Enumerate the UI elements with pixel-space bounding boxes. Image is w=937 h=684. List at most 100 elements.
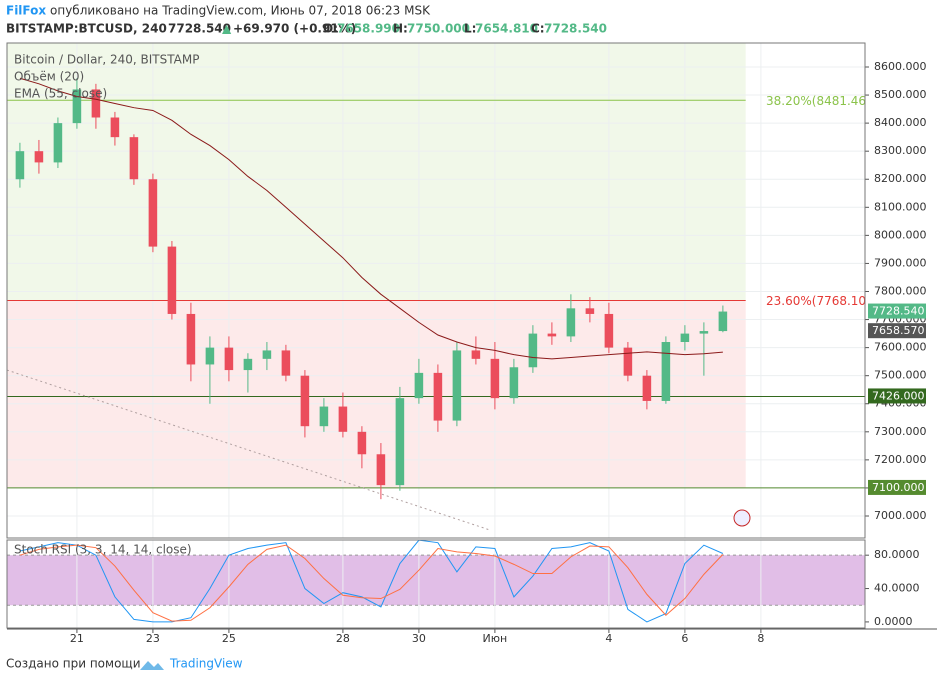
y-tick-label: 8600.000 (874, 60, 927, 73)
y-tick-label: 7600.000 (874, 341, 927, 354)
candle-body (376, 454, 386, 486)
candle-body (243, 358, 253, 371)
price-tag-label: 7100.000 (872, 481, 925, 494)
y-tick-label: 7300.000 (874, 425, 927, 438)
pane-title: Bitcoin / Dollar, 240, BITSTAMP (14, 53, 199, 67)
price-pane: Bitcoin / Dollar, 240, BITSTAMP Объём (20… (6, 42, 937, 539)
candle-body (604, 313, 614, 348)
candle-body (528, 333, 538, 368)
candle-body (642, 375, 652, 401)
candle-body (72, 89, 82, 124)
y-tick-label: 40.0000 (874, 582, 920, 595)
author[interactable]: FilFox (6, 4, 46, 18)
price-tag (868, 303, 926, 319)
candle-body (110, 117, 120, 138)
ema-line (19, 77, 723, 360)
x-tick-label: 8 (757, 632, 764, 645)
axis-bg (865, 43, 937, 538)
candle-body (319, 406, 329, 427)
open: 7658.990 (337, 22, 400, 36)
fib-label: 23.60%(7768.10) (766, 294, 871, 308)
price-tag-label: 7426.000 (872, 389, 925, 402)
fib-zone (7, 300, 746, 488)
high-key: H: (393, 22, 408, 36)
fib-label: 38.20%(8481.46) (766, 94, 871, 108)
logo (140, 661, 164, 670)
candle-body (718, 311, 728, 332)
open-key: O: (323, 22, 338, 36)
band (7, 555, 865, 606)
price-tag-label: 7728.540 (872, 305, 925, 318)
candle-body (680, 333, 690, 343)
panes: Bitcoin / Dollar, 240, BITSTAMP Объём (20… (6, 42, 937, 645)
candle-body (167, 246, 177, 314)
candle-body (129, 137, 139, 180)
candle-body (623, 347, 633, 376)
y-tick-label: 0.0000 (874, 615, 913, 628)
low: 7654.810 (475, 22, 538, 36)
arrow: ▲ (222, 22, 232, 36)
y-tick-label: 7800.000 (874, 284, 927, 297)
y-tick-label: 7200.000 (874, 453, 927, 466)
candle-body (15, 151, 25, 180)
volume-label: Объём (20) (14, 70, 84, 84)
y-tick-label: 80.0000 (874, 548, 920, 561)
candle-body (338, 406, 348, 432)
high: 7750.000 (407, 22, 470, 36)
y-tick-label: 8000.000 (874, 228, 927, 241)
price-tag (868, 388, 926, 404)
stoch-line (19, 544, 724, 622)
y-tick-label: 7000.000 (874, 509, 927, 522)
candle-body (452, 350, 462, 421)
candle-body (433, 372, 443, 421)
pane-border (6, 42, 866, 539)
x-tick-label: 30 (412, 632, 426, 645)
x-tick-label: 4 (605, 632, 612, 645)
candle-body (547, 333, 557, 337)
published: опубликовано на TradingView.com, Июнь 07… (50, 4, 431, 18)
y-tick-label: 8200.000 (874, 172, 927, 185)
event-icon (733, 509, 751, 527)
candle-body (661, 342, 671, 401)
pane-border (6, 539, 866, 629)
x-tick-label: Июн (483, 632, 508, 645)
symbol: BITSTAMP:BTCUSD, 240 (6, 22, 167, 36)
pane-title: Stoch RSI (3, 3, 14, 14, close) (14, 543, 192, 557)
x-tick-label: 23 (146, 632, 160, 645)
x-tick-label: 28 (336, 632, 350, 645)
brand[interactable]: TradingView (169, 657, 243, 671)
candle-body (300, 375, 310, 427)
last: 7728.540 (168, 22, 231, 36)
candle-body (395, 398, 405, 486)
candle-body (224, 347, 234, 371)
candle-body (414, 372, 424, 399)
change: +69.970 (+0.91%) (233, 22, 356, 36)
price-tag (868, 323, 926, 339)
x-tick-label: 25 (222, 632, 236, 645)
fib-zone (7, 43, 746, 301)
candle-body (585, 308, 595, 314)
candle-body (699, 331, 709, 334)
candle-body (148, 179, 158, 247)
candle-body (509, 367, 519, 399)
candle-body (471, 350, 481, 359)
candle-body (490, 358, 500, 399)
y-tick-label: 7500.000 (874, 369, 927, 382)
candle-body (262, 350, 272, 359)
y-tick-label: 8100.000 (874, 200, 927, 213)
x-tick-label: 6 (681, 632, 688, 645)
legend-entry: EMA (55, close) (14, 87, 107, 101)
x-tick-label: 21 (70, 632, 84, 645)
price-tag-label: 7658.570 (872, 324, 925, 337)
candle-body (281, 350, 291, 376)
made-with: Создано при помощи (6, 657, 141, 671)
low-key: L: (464, 22, 476, 36)
price-tag (868, 479, 926, 495)
candle-body (91, 89, 101, 118)
close-key: C: (531, 22, 545, 36)
stoch-line (19, 539, 724, 623)
y-tick-label: 7900.000 (874, 256, 927, 269)
stoch-pane: Stoch RSI (3, 3, 14, 14, close) 0.0000 40.… (6, 539, 937, 645)
